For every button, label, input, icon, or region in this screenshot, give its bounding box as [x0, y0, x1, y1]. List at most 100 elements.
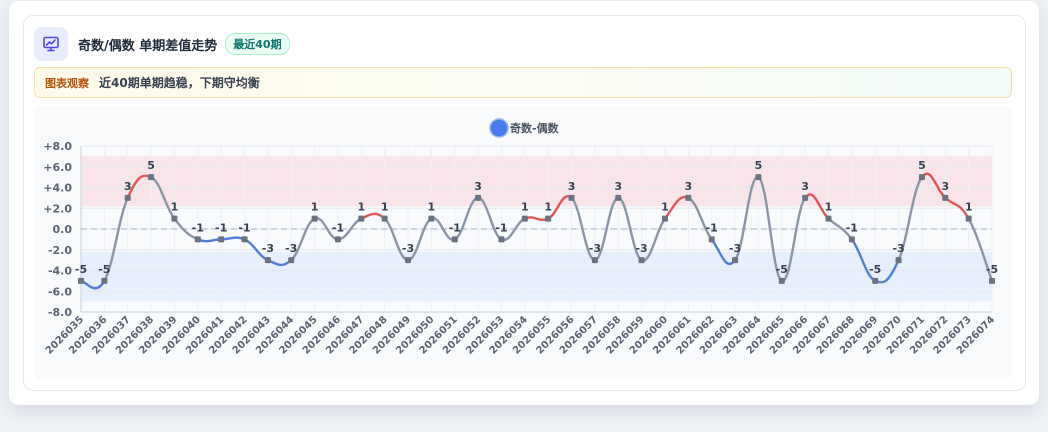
- data-point: [288, 257, 295, 264]
- data-point: [521, 215, 528, 222]
- y-tick-label: +2.0: [43, 202, 72, 215]
- data-label: -5: [98, 263, 110, 276]
- observation-text: 近40期单期趋稳，下期守均衡: [99, 76, 260, 90]
- data-label: 3: [801, 180, 809, 193]
- data-label: -1: [215, 221, 227, 234]
- data-point: [638, 257, 645, 264]
- data-point: [475, 194, 482, 201]
- data-label: 5: [147, 159, 155, 172]
- chart-title: 奇数/偶数 单期差值走势: [78, 38, 218, 54]
- data-label: -3: [262, 242, 274, 255]
- data-label: -5: [869, 263, 881, 276]
- data-label: 1: [381, 201, 389, 214]
- line-chart: +8.0+6.0+4.0+2.00.0-2.0-4.0-6.0-8.020260…: [43, 118, 998, 357]
- data-label: 1: [965, 201, 973, 214]
- data-label: -5: [986, 263, 998, 276]
- data-point: [124, 194, 131, 201]
- y-tick-label: +6.0: [43, 161, 72, 174]
- data-point: [218, 236, 225, 243]
- data-label: -1: [332, 221, 344, 234]
- data-point: [591, 257, 598, 264]
- data-label: 1: [428, 201, 436, 214]
- data-point: [545, 215, 552, 222]
- series-line-segment: [360, 212, 386, 220]
- low-band: [81, 251, 992, 302]
- y-tick-label: -4.0: [48, 265, 72, 278]
- data-point: [381, 215, 388, 222]
- data-point: [708, 236, 715, 243]
- series-line-segment: [967, 217, 994, 283]
- data-label: 5: [918, 159, 926, 172]
- data-point: [101, 277, 108, 284]
- data-point: [264, 257, 271, 264]
- data-point: [241, 236, 248, 243]
- data-point: [848, 236, 855, 243]
- data-label: 3: [568, 180, 576, 193]
- data-point: [358, 215, 365, 222]
- data-point: [895, 257, 902, 264]
- data-label: -1: [706, 221, 718, 234]
- data-point: [311, 215, 318, 222]
- data-label: 3: [614, 180, 622, 193]
- data-point: [965, 215, 972, 222]
- data-label: 1: [825, 201, 833, 214]
- y-tick-label: -6.0: [48, 285, 72, 298]
- data-point: [918, 174, 925, 181]
- series-line-segment: [219, 236, 246, 241]
- data-label: 3: [474, 180, 482, 193]
- series-line-segment: [196, 238, 223, 243]
- data-label: -3: [729, 242, 741, 255]
- series-line-segment: [523, 216, 550, 221]
- data-point: [334, 236, 341, 243]
- data-point: [194, 236, 201, 243]
- data-point: [498, 236, 505, 243]
- observation-tag: 图表观察: [45, 76, 89, 90]
- data-label: 3: [685, 180, 693, 193]
- data-label: -3: [285, 242, 297, 255]
- card-header: 奇数/偶数 单期差值走势 最近40期: [34, 26, 290, 62]
- data-point: [802, 194, 809, 201]
- series-line-segment: [757, 175, 783, 283]
- data-label: 3: [941, 180, 949, 193]
- observation-bar: 图表观察 近40期单期趋稳，下期守均衡: [34, 67, 1012, 98]
- data-point: [615, 194, 622, 201]
- data-label: 1: [311, 201, 319, 214]
- series-line-segment: [103, 196, 129, 283]
- data-point: [171, 215, 178, 222]
- chart-icon: [34, 27, 68, 61]
- data-point: [942, 194, 949, 201]
- data-label: 3: [124, 180, 132, 193]
- legend-marker: [489, 118, 509, 138]
- data-point: [451, 236, 458, 243]
- data-label: -3: [589, 242, 601, 255]
- data-label: 5: [755, 159, 763, 172]
- data-point: [872, 277, 879, 284]
- data-label: 1: [357, 201, 365, 214]
- y-tick-label: +8.0: [43, 140, 72, 153]
- data-point: [568, 194, 575, 201]
- data-point: [78, 277, 84, 284]
- data-point: [148, 174, 155, 181]
- chart-area: +8.0 +6.0 +4.0 +2.0 0.0 -2.0 -4.0 -6.0 -8.0 20260…: [34, 106, 1012, 379]
- data-label: -1: [495, 221, 507, 234]
- high-band: [81, 156, 992, 207]
- data-point: [732, 257, 739, 264]
- data-point: [405, 257, 412, 264]
- data-label: 1: [661, 201, 669, 214]
- data-label: -5: [776, 263, 788, 276]
- data-label: -1: [238, 221, 250, 234]
- data-label: 1: [521, 201, 529, 214]
- data-label: -1: [192, 221, 204, 234]
- data-label: -5: [75, 263, 87, 276]
- y-tick-label: -2.0: [48, 244, 72, 257]
- y-tick-label: +4.0: [43, 182, 72, 195]
- data-label: -3: [892, 242, 904, 255]
- y-tick-label: 0.0: [53, 223, 73, 236]
- data-point: [989, 277, 995, 284]
- data-point: [428, 215, 435, 222]
- data-point: [685, 194, 692, 201]
- period-badge: 最近40期: [225, 33, 290, 55]
- data-label: 1: [171, 201, 179, 214]
- data-point: [825, 215, 832, 222]
- data-label: -1: [846, 221, 858, 234]
